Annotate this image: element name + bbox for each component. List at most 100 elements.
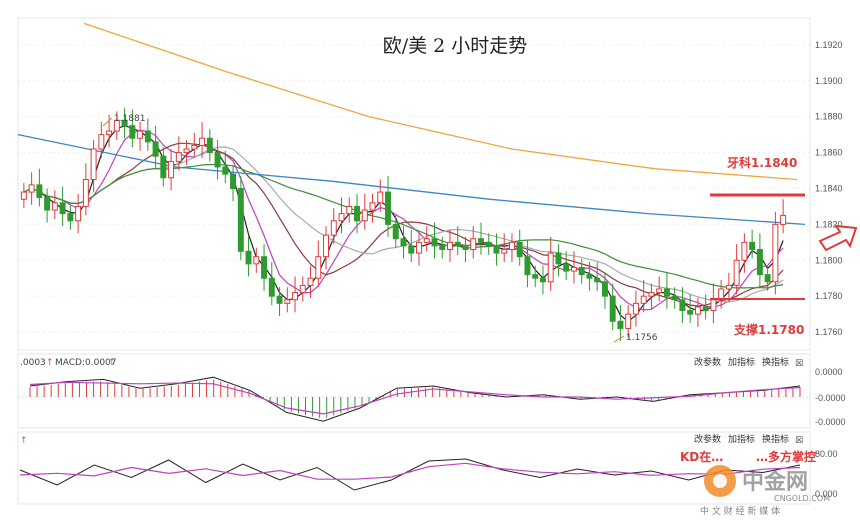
candle	[237, 187, 244, 252]
candle	[369, 202, 376, 211]
modify-params-button[interactable]: 改参数	[694, 356, 721, 368]
kd-modify-params-button[interactable]: 改参数	[694, 433, 721, 445]
candle	[702, 306, 709, 312]
macd-panel-frame	[17, 353, 811, 429]
ma-blue-line	[17, 133, 806, 226]
candle	[493, 245, 500, 254]
macd-label-arrow-icon: ↑	[108, 358, 116, 368]
candle	[416, 241, 422, 254]
low-marker: 1.1756	[613, 333, 658, 343]
candle	[392, 223, 399, 240]
candle	[586, 274, 593, 279]
main-panel-frame	[17, 17, 811, 351]
macd-panel: .0003 ↑ MACD:0.0007 ↑ 0.0000 -0.0000 -0.…	[17, 353, 846, 429]
arrow-up-right-icon	[818, 224, 858, 252]
gridlines	[18, 44, 810, 333]
candle	[377, 191, 384, 204]
candle	[268, 277, 275, 297]
candle	[625, 313, 632, 329]
candle	[230, 173, 237, 189]
candle	[563, 263, 570, 272]
candle	[570, 266, 577, 272]
candle	[663, 288, 670, 297]
candle	[152, 141, 159, 157]
candle	[175, 152, 182, 163]
kd-tick-1: 80.00	[815, 449, 838, 459]
high-label: 1.1881	[114, 114, 146, 124]
candle	[346, 205, 353, 215]
switch-indicator-button[interactable]: 换指标	[762, 356, 789, 368]
candle	[632, 302, 639, 315]
candle	[385, 191, 391, 225]
candle	[98, 134, 105, 150]
candle	[276, 295, 283, 304]
resistance-label: 牙科1.1840	[727, 155, 797, 170]
candle	[694, 306, 701, 315]
candle	[594, 277, 601, 283]
candle	[292, 292, 299, 301]
candle	[75, 205, 82, 222]
moving-average-lines	[17, 22, 806, 323]
candle	[485, 241, 492, 247]
add-indicator-button[interactable]: 加指标	[728, 356, 755, 368]
kd-annotation-2: …多方掌控	[756, 449, 816, 464]
low-marker-pointer	[613, 335, 625, 343]
candle	[51, 202, 58, 211]
candle	[299, 284, 306, 294]
candle	[253, 256, 260, 265]
candle	[601, 281, 608, 297]
candle	[532, 274, 539, 279]
macd-histogram	[29, 379, 801, 418]
kd-up-arrow-icon: ↑	[20, 436, 28, 446]
candle	[191, 144, 198, 150]
y-tick-label: 1.1780	[815, 291, 843, 301]
candle	[59, 202, 66, 215]
candlesticks	[20, 107, 787, 342]
watermark-site: CNGOLD.COM	[774, 494, 830, 503]
ma-mid-line	[23, 129, 784, 311]
candle	[90, 148, 97, 181]
candle	[222, 166, 229, 175]
candle	[516, 241, 523, 258]
candle	[780, 214, 787, 225]
ma-green-line	[23, 163, 784, 289]
kd-add-indicator-button[interactable]: 加指标	[728, 433, 755, 445]
candle	[725, 284, 732, 290]
candle	[20, 191, 27, 200]
candle	[330, 220, 337, 236]
kd-panel: ↑ 80.00 0.000 改参数 加指标 换指标 ☒ KD在… …多方掌控	[17, 431, 838, 505]
kd-k-line	[19, 458, 801, 491]
candle	[547, 252, 554, 283]
candle	[160, 155, 167, 179]
macd-tick-1: 0.0000	[815, 367, 843, 377]
y-tick-label: 1.1860	[815, 148, 843, 158]
macd-prefix: .0003	[20, 358, 46, 368]
cngold-watermark-logo: 中金网 CNGOLD.COM 中 文 财 经 新 媒 体	[700, 465, 830, 517]
candle	[617, 320, 624, 329]
kd-switch-indicator-button[interactable]: 换指标	[762, 433, 789, 445]
y-tick-label: 1.1920	[815, 40, 843, 50]
candle	[423, 238, 430, 243]
high-marker: 1.1881	[102, 114, 146, 127]
candle	[679, 299, 686, 312]
candle	[323, 234, 330, 258]
macd-line	[29, 376, 801, 422]
kd-panel-frame	[17, 431, 811, 505]
candle	[710, 299, 717, 312]
ma-orange-line	[83, 22, 798, 181]
candle	[121, 119, 128, 127]
candle	[106, 130, 113, 136]
watermark-slogan: 中 文 财 经 新 媒 体	[700, 505, 780, 517]
kd-close-panel-button[interactable]: ☒	[795, 436, 803, 446]
candle	[408, 245, 415, 254]
candle	[67, 213, 74, 222]
low-label: 1.1756	[626, 333, 658, 343]
candle	[477, 238, 484, 243]
candle	[555, 252, 562, 265]
candle	[400, 238, 407, 247]
candle	[749, 241, 756, 251]
close-panel-button[interactable]: ☒	[795, 359, 803, 369]
y-tick-label: 1.1900	[815, 76, 843, 86]
candle	[470, 238, 477, 251]
